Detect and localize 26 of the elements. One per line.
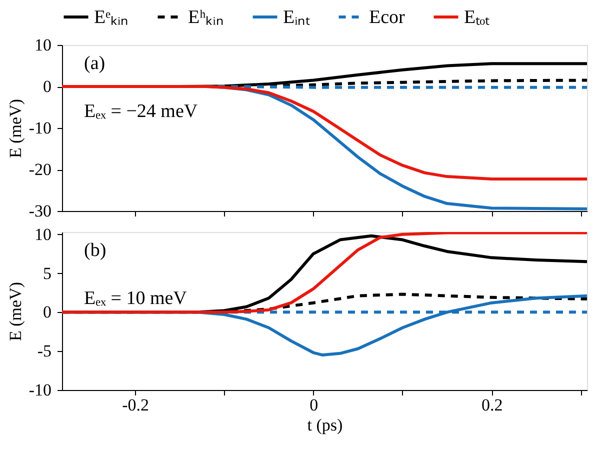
x-tick-label: -0.2: [122, 396, 150, 414]
x-tick-label: 0.2: [482, 396, 503, 414]
line-series: [62, 85, 587, 181]
y-axis-title: E (meV): [6, 98, 25, 158]
y-tick-label: -10: [28, 118, 52, 138]
y-tick-label: 0: [43, 302, 52, 322]
annotation: (a): [84, 53, 106, 74]
legend-label: Eᵉₖᵢₙ: [94, 7, 129, 28]
annotation: Eₑₓ = −24 meV: [84, 101, 198, 122]
legend-label: Eₜₒₜ: [464, 7, 490, 28]
y-tick-label: 10: [34, 224, 52, 244]
y-tick-label: 10: [34, 36, 52, 54]
x-tick-label: 0: [310, 396, 318, 414]
legend-label: Eʰₖᵢₙ: [188, 7, 224, 28]
legend-label: Ecor: [369, 7, 406, 28]
annotation: Eₑₓ = 10 meV: [84, 288, 188, 309]
y-tick-label: 5: [43, 264, 52, 283]
y-tick-label: -30: [28, 202, 52, 220]
legend-label: Eᵢₙₜ: [283, 7, 311, 28]
y-tick-label: -5: [37, 342, 52, 361]
x-axis-title: t (ps): [307, 416, 343, 434]
y-tick-label: -20: [28, 160, 52, 179]
y-tick-label: -10: [28, 380, 52, 400]
y-axis-title: E (meV): [6, 282, 25, 342]
y-tick-label: 0: [43, 77, 52, 96]
annotation: (b): [84, 240, 106, 261]
